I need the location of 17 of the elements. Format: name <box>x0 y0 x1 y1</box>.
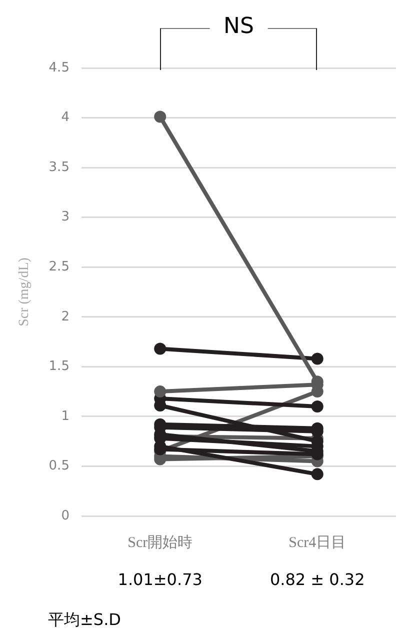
y-tick-label: 2.5 <box>48 259 70 274</box>
y-tick-label: 3.5 <box>48 160 70 175</box>
y-tick-label: 0.5 <box>48 458 70 474</box>
text: NS <box>210 14 268 39</box>
y-tick-label: 4 <box>61 110 70 126</box>
x-tick-label: Scr4日目 <box>288 534 346 551</box>
text: 0.82 ± 0.32 <box>270 570 365 589</box>
y-tick-label: 1 <box>61 408 70 424</box>
text: 平均±S.D <box>48 610 121 631</box>
y-axis-title: Scr (mg/dL) <box>17 257 32 326</box>
x-tick-label: Scr開始時 <box>128 534 193 551</box>
y-tick-label: 0 <box>61 508 70 524</box>
y-tick-label: 1.5 <box>48 359 70 374</box>
text: 1.01±0.73 <box>118 570 202 589</box>
y-tick-label: 3 <box>61 210 70 225</box>
y-tick-label: 2 <box>61 309 70 324</box>
y-tick-label: 4.5 <box>48 60 70 76</box>
